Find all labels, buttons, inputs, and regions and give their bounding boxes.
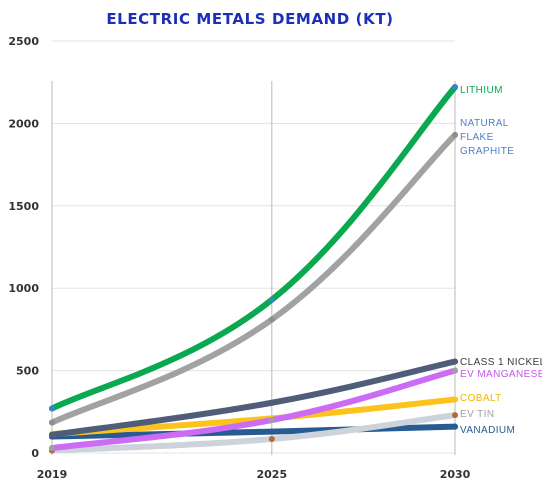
series-lithium xyxy=(49,84,458,412)
series-label-class-1-nickel: CLASS 1 NICKEL xyxy=(460,357,542,368)
data-point-natural-flake-graphite-2030 xyxy=(452,131,458,138)
data-point-natural-flake-graphite-2025 xyxy=(268,316,275,323)
data-point-class-1-nickel-2030 xyxy=(452,358,458,365)
data-point-ev-tin-2025 xyxy=(268,435,275,442)
series-line-natural-flake-graphite xyxy=(49,131,458,426)
data-point-ev-manganese-2025 xyxy=(268,417,275,424)
data-point-lithium-2025 xyxy=(268,296,275,303)
data-point-lithium-2019 xyxy=(49,405,55,412)
y-tick-label: 500 xyxy=(16,365,39,378)
y-tick-label: 1500 xyxy=(8,200,39,213)
data-point-vanadium-2030 xyxy=(452,423,458,430)
data-point-class-1-nickel-2025 xyxy=(268,399,275,406)
x-tick-label: 2030 xyxy=(440,468,471,481)
y-axis-ticks: 0 500 1000 1500 2000 2500 xyxy=(8,35,39,460)
series-label-natural-flake-graphite: FLAKE xyxy=(460,132,494,143)
data-point-ev-manganese-2030 xyxy=(452,367,458,374)
series-label-ev-manganese: EV MANGANESE xyxy=(460,369,542,380)
y-tick-label: 2500 xyxy=(8,35,39,48)
series-line-lithium xyxy=(49,84,458,412)
series-labels: LITHIUM NATURAL FLAKE GRAPHITE CLASS 1 NICKE… xyxy=(460,85,542,436)
data-point-cobalt-2030 xyxy=(452,396,458,403)
series-ev-manganese xyxy=(49,367,458,452)
series-label-lithium: LITHIUM xyxy=(460,85,503,96)
series-label-natural-flake-graphite: GRAPHITE xyxy=(460,146,514,157)
x-tick-label: 2019 xyxy=(37,468,68,481)
series-class-1-nickel xyxy=(49,358,458,438)
data-point-natural-flake-graphite-2019 xyxy=(49,419,55,426)
series-lines xyxy=(49,84,458,454)
vertical-guides xyxy=(51,81,456,455)
gridlines xyxy=(52,40,455,454)
data-point-ev-tin-2030 xyxy=(452,412,458,419)
data-point-lithium-2030 xyxy=(452,84,458,91)
chart-title: ELECTRIC METALS DEMAND (KT) xyxy=(106,10,393,28)
y-tick-label: 2000 xyxy=(8,117,39,130)
data-point-vanadium-2025 xyxy=(268,428,275,435)
series-label-vanadium: VANADIUM xyxy=(460,425,515,436)
x-axis-ticks: 2019 2025 2030 xyxy=(37,468,471,481)
data-point-ev-manganese-2019 xyxy=(49,445,55,452)
series-label-ev-tin: EV TIN xyxy=(460,409,494,420)
series-label-cobalt: COBALT xyxy=(460,393,502,404)
x-tick-label: 2025 xyxy=(257,468,288,481)
y-tick-label: 0 xyxy=(31,447,39,460)
y-tick-label: 1000 xyxy=(8,282,39,295)
series-natural-flake-graphite xyxy=(49,131,458,426)
data-point-class-1-nickel-2019 xyxy=(49,431,55,438)
series-label-natural-flake-graphite: NATURAL xyxy=(460,118,509,129)
